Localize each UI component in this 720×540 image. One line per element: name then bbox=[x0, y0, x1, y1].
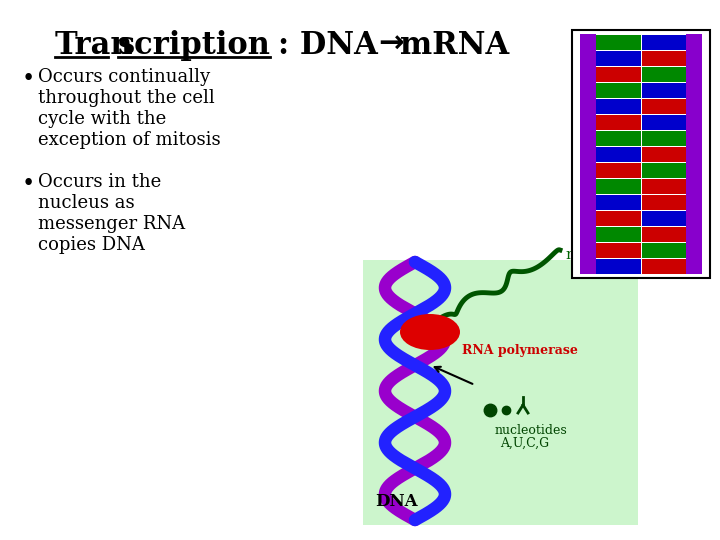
Bar bbox=[642, 147, 686, 161]
Text: •: • bbox=[22, 173, 35, 195]
Bar bbox=[642, 195, 686, 210]
Bar bbox=[642, 83, 686, 98]
Text: Tran: Tran bbox=[55, 30, 134, 61]
Text: nucleotides: nucleotides bbox=[495, 424, 568, 437]
Text: messenger RNA: messenger RNA bbox=[38, 215, 185, 233]
Text: exception of mitosis: exception of mitosis bbox=[38, 131, 220, 149]
Bar bbox=[596, 259, 641, 273]
Text: throughout the cell: throughout the cell bbox=[38, 89, 215, 107]
Text: cycle with the: cycle with the bbox=[38, 110, 166, 128]
Ellipse shape bbox=[400, 314, 460, 350]
Bar bbox=[642, 163, 686, 178]
Text: copies DNA: copies DNA bbox=[38, 236, 145, 254]
Bar bbox=[642, 67, 686, 82]
Bar bbox=[580, 34, 596, 274]
Bar bbox=[596, 243, 641, 258]
Text: mRNA: mRNA bbox=[400, 30, 509, 61]
Bar bbox=[363, 260, 638, 525]
Bar bbox=[642, 51, 686, 65]
Bar bbox=[596, 35, 641, 50]
Bar bbox=[642, 179, 686, 193]
Text: →: → bbox=[378, 30, 403, 59]
Text: nucleus as: nucleus as bbox=[38, 194, 135, 212]
Bar bbox=[642, 211, 686, 226]
Text: : DNA: : DNA bbox=[278, 30, 378, 61]
Bar bbox=[596, 67, 641, 82]
Bar bbox=[596, 179, 641, 193]
Text: A,U,C,G: A,U,C,G bbox=[500, 437, 549, 450]
Text: Occurs continually: Occurs continually bbox=[38, 68, 210, 86]
Bar bbox=[642, 35, 686, 50]
Bar bbox=[572, 30, 710, 278]
Text: mRNA: mRNA bbox=[565, 248, 615, 262]
Bar bbox=[596, 115, 641, 130]
Bar bbox=[596, 211, 641, 226]
Bar bbox=[596, 83, 641, 98]
Bar bbox=[642, 243, 686, 258]
Text: scription: scription bbox=[118, 30, 271, 61]
Bar bbox=[596, 51, 641, 65]
Bar bbox=[642, 227, 686, 241]
Bar bbox=[596, 195, 641, 210]
Bar bbox=[596, 227, 641, 241]
Bar bbox=[596, 147, 641, 161]
Bar bbox=[642, 115, 686, 130]
Bar bbox=[642, 99, 686, 113]
Bar bbox=[596, 131, 641, 145]
Text: Occurs in the: Occurs in the bbox=[38, 173, 161, 191]
Bar bbox=[686, 34, 702, 274]
Text: RNA polymerase: RNA polymerase bbox=[462, 344, 578, 357]
Bar bbox=[642, 259, 686, 273]
Bar bbox=[596, 163, 641, 178]
Bar bbox=[642, 131, 686, 145]
Text: •: • bbox=[22, 68, 35, 90]
Text: DNA: DNA bbox=[375, 493, 418, 510]
Bar bbox=[596, 99, 641, 113]
